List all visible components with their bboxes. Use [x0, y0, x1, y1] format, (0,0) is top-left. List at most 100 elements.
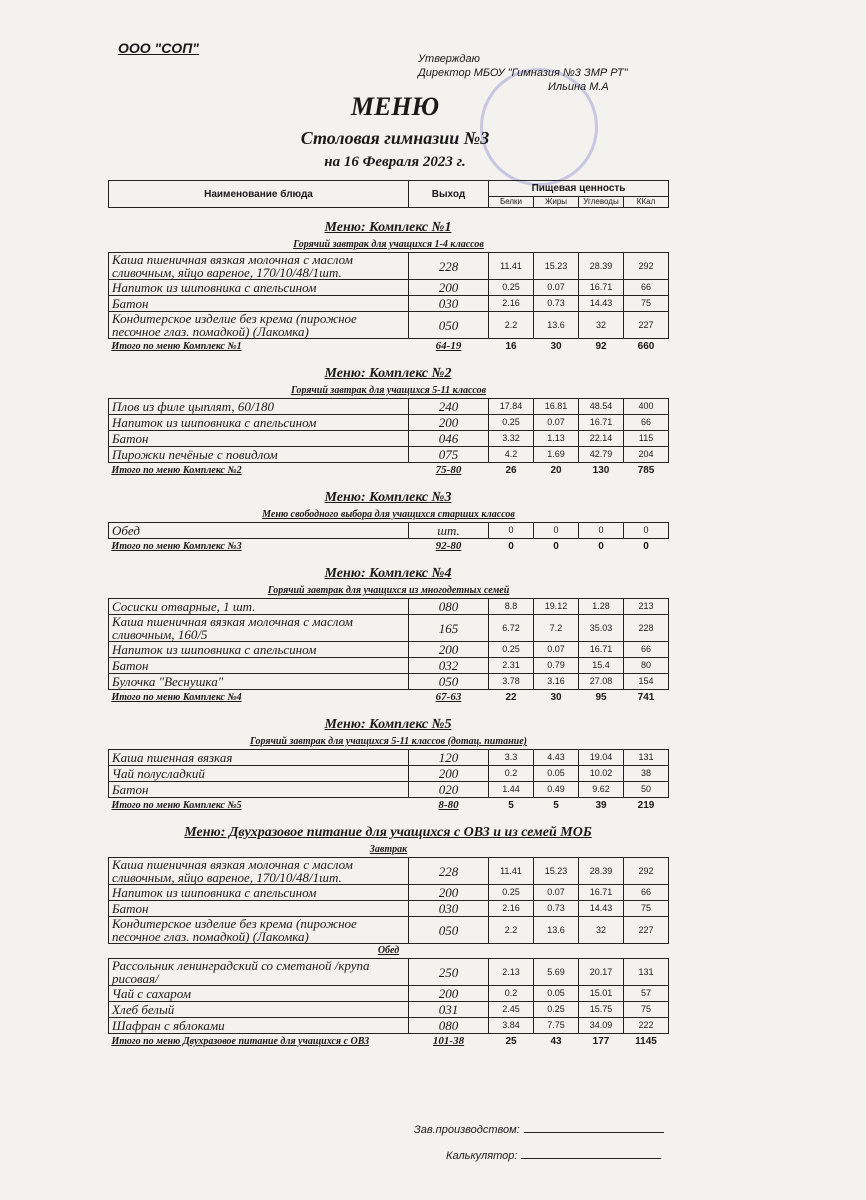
dish-name: Рассольник ленинградский со сметаной /кр… — [108, 958, 409, 986]
group-row: Обед — [109, 944, 669, 959]
total-kcal: 219 — [637, 800, 655, 811]
output: 050 — [408, 311, 489, 339]
carbs: 16.71 — [578, 279, 624, 296]
kcal: 50 — [622, 781, 670, 798]
dish-name: Булочка "Веснушка" — [108, 673, 409, 690]
subtitle: Столовая гимназии №3 — [300, 128, 490, 148]
carbs: 0 — [578, 522, 624, 539]
group-title: Горячий завтрак для учащихся из многодет… — [267, 585, 510, 596]
dish-row: Напиток из шиповника с апельсином 200 0.25… — [108, 279, 670, 296]
kcal: 0 — [622, 522, 670, 539]
carbs: 14.43 — [578, 295, 624, 312]
total-row: Итого по меню Двухразовое питание для уч… — [109, 1034, 669, 1050]
dish-name: Чай полусладкий — [108, 765, 409, 782]
group-title: Меню свободного выбора для учащихся стар… — [262, 509, 515, 520]
kcal: 66 — [623, 884, 669, 901]
fat: 13.6 — [533, 916, 579, 944]
header-table: Наименование блюда Выход Пищевая ценность Б… — [108, 180, 670, 208]
dish-row: Батон 030 2.16 0.73 14.43 75 — [108, 295, 670, 312]
output: 200 — [408, 641, 489, 658]
fat: 0.25 — [533, 1001, 579, 1018]
carbs: 42.79 — [578, 446, 624, 463]
protein: 17.84 — [488, 398, 534, 415]
output: 240 — [408, 398, 489, 415]
dish-name: Напиток из шиповника с апельсином — [108, 279, 409, 296]
output: 165 — [408, 614, 489, 642]
dish-name: Обед — [108, 522, 409, 539]
fat: 0.49 — [533, 781, 579, 798]
dish-row: Обед шт. 0 0 0 0 — [108, 522, 670, 539]
header-column: ККал — [622, 196, 670, 208]
section-title: Меню: Комплекс №4 — [324, 566, 452, 581]
carbs: 15.01 — [578, 985, 624, 1002]
kcal: 75 — [622, 295, 670, 312]
total-row: Итого по меню Комплекс №2 75-80 26 20 130 785 — [109, 463, 669, 479]
group-row: Горячий завтрак для учащихся 1-4 классов — [109, 238, 669, 253]
kcal: 292 — [622, 252, 670, 280]
dish-row: Напиток из шиповника с апельсином 200 0.25… — [108, 884, 669, 901]
output: 250 — [408, 958, 489, 986]
dish-name: Напиток из шиповника с апельсином — [108, 641, 409, 658]
fat: 15.23 — [533, 252, 579, 280]
total-output: 92-80 — [435, 540, 462, 552]
kcal: 80 — [622, 657, 670, 674]
section-table: Горячий завтрак для учащихся 5-11 классо… — [108, 384, 670, 479]
protein: 0.25 — [488, 641, 534, 658]
fat: 0 — [533, 522, 579, 539]
protein: 2.13 — [488, 958, 534, 986]
dish-name: Батон — [108, 781, 409, 798]
total-dish-name: Итого по меню Комплекс №4 — [111, 692, 242, 703]
dish-row: Хлеб белый 031 2.45 0.25 15.75 75 — [108, 1001, 669, 1018]
total-carbs: 130 — [592, 465, 610, 476]
protein: 11.41 — [488, 252, 534, 280]
total-carbs: 95 — [595, 692, 607, 703]
approve-line: Директор МБОУ "Гимназия №3 ЗМР РТ" — [418, 67, 628, 79]
kcal: 57 — [623, 985, 669, 1002]
fat: 13.6 — [533, 311, 579, 339]
group-title: Горячий завтрак для учащихся 5-11 классо… — [250, 736, 528, 747]
output: 200 — [408, 765, 489, 782]
section-title: Меню: Комплекс №5 — [324, 717, 452, 732]
section-table: Горячий завтрак для учащихся 1-4 классов… — [108, 238, 670, 354]
output: 080 — [408, 598, 489, 615]
dish-row: Рассольник ленинградский со сметаной /кр… — [108, 958, 669, 986]
title: МЕНЮ — [350, 92, 440, 121]
dish-row: Чай с сахаром 200 0.2 0.05 15.01 57 — [108, 985, 669, 1002]
kcal: 222 — [623, 1017, 669, 1034]
output: 046 — [408, 430, 489, 447]
total-dish-name: Итого по меню Двухразовое питание для уч… — [111, 1036, 370, 1047]
kcal: 38 — [622, 765, 670, 782]
total-kcal: 0 — [643, 541, 649, 552]
output: 200 — [408, 985, 489, 1002]
section-table: Меню свободного выбора для учащихся стар… — [108, 508, 670, 554]
dish-row: Батон 030 2.16 0.73 14.43 75 — [108, 900, 669, 917]
total-fat: 43 — [550, 1036, 562, 1047]
output: 050 — [408, 916, 489, 944]
carbs: 20.17 — [578, 958, 624, 986]
date: на 16 Февраля 2023 г. — [324, 154, 466, 170]
fat: 0.73 — [533, 900, 579, 917]
section-title: Меню: Двухразовое питание для учащихся с… — [184, 825, 592, 840]
carbs: 9.62 — [578, 781, 624, 798]
protein: 6.72 — [488, 614, 534, 642]
kcal: 66 — [622, 641, 670, 658]
output: 080 — [408, 1017, 489, 1034]
total-row: Итого по меню Комплекс №5 8-80 5 5 39 219 — [109, 798, 669, 814]
protein: 1.44 — [488, 781, 534, 798]
section-table: Завтрак Каша пшеничная вязкая молочная с … — [108, 843, 669, 1049]
group-title: Завтрак — [369, 844, 408, 855]
dish-name: Каша пшеничная вязкая молочная с маслом … — [108, 252, 409, 280]
dish-row: Батон 032 2.31 0.79 15.4 80 — [108, 657, 670, 674]
kcal: 227 — [622, 311, 670, 339]
kcal: 228 — [622, 614, 670, 642]
group-title: Горячий завтрак для учащихся 1-4 классов — [293, 239, 484, 250]
total-fat: 30 — [550, 692, 562, 703]
dish-row: Булочка "Веснушка" 050 3.78 3.16 27.08 154 — [108, 673, 670, 690]
output: 020 — [408, 781, 489, 798]
total-protein: 26 — [505, 465, 517, 476]
dish-row: Батон 020 1.44 0.49 9.62 50 — [108, 781, 670, 798]
fat: 7.2 — [533, 614, 579, 642]
fat: 5.69 — [533, 958, 579, 986]
total-output: 8-80 — [438, 799, 459, 811]
protein: 0.25 — [488, 414, 534, 431]
